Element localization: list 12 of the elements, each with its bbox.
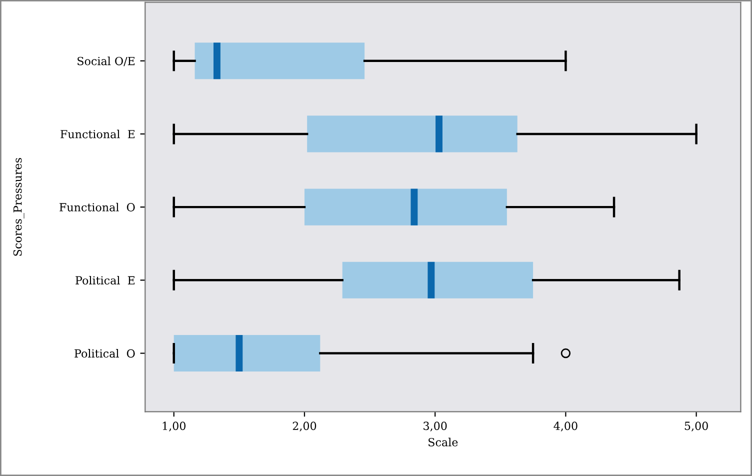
x-tick-label: 3,00 (424, 422, 447, 432)
y-tick-label: Functional O (60, 202, 135, 212)
x-tick-label: 4,00 (554, 422, 578, 432)
x-tick-label: 1,00 (162, 422, 186, 432)
y-tick-label: Political E (76, 276, 135, 285)
y-axis-title: Scores_Pressures (13, 158, 24, 256)
y-tick-label: Political O (74, 349, 135, 358)
y-tick-label: Functional E (60, 130, 135, 138)
y-tick-label: Social O/E (78, 56, 135, 66)
x-tick-label: 5,00 (684, 422, 708, 432)
x-tick-label: 2,00 (292, 422, 316, 432)
x-axis-title: Scale (428, 438, 458, 446)
